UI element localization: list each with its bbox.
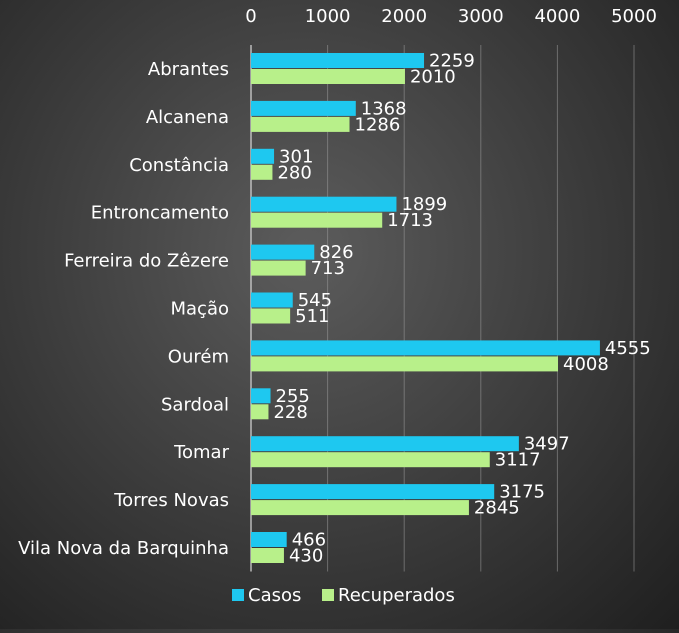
bar-recuperados bbox=[251, 452, 490, 468]
bar-casos bbox=[251, 292, 293, 308]
x-axis-ticks: 0 1000 2000 3000 4000 5000 bbox=[245, 6, 657, 27]
category-label: Abrantes bbox=[148, 59, 229, 80]
data-label: 301 bbox=[279, 146, 313, 167]
category-label: Alcanena bbox=[146, 107, 229, 128]
category-label: Ferreira do Zêzere bbox=[64, 251, 229, 272]
gridlines bbox=[250, 45, 635, 572]
category-label: Vila Nova da Barquinha bbox=[18, 538, 229, 559]
data-label: 3117 bbox=[495, 450, 541, 471]
data-label: 3497 bbox=[524, 434, 570, 455]
x-tick-label: 5000 bbox=[611, 6, 657, 27]
category-label: Mação bbox=[171, 299, 230, 320]
data-label: 228 bbox=[273, 402, 307, 423]
category-label: Entroncamento bbox=[91, 203, 229, 224]
bar-casos bbox=[251, 388, 271, 404]
data-label: 545 bbox=[298, 290, 332, 311]
data-label: 280 bbox=[277, 162, 311, 183]
bar-recuperados bbox=[251, 308, 291, 324]
bar-recuperados bbox=[251, 500, 469, 516]
bar-recuperados bbox=[251, 164, 273, 180]
bar-casos bbox=[251, 196, 397, 212]
data-label: 511 bbox=[295, 306, 329, 327]
x-tick-label: 2000 bbox=[381, 6, 427, 27]
data-label: 1368 bbox=[361, 98, 407, 119]
bar-recuperados bbox=[251, 212, 383, 228]
category-label: Ourém bbox=[168, 346, 229, 367]
bar-casos bbox=[251, 244, 315, 260]
data-label: 826 bbox=[319, 242, 353, 263]
data-label: 1286 bbox=[355, 114, 401, 135]
bar-recuperados bbox=[251, 356, 559, 372]
data-label: 2010 bbox=[410, 67, 456, 88]
bar-recuperados bbox=[251, 116, 350, 132]
bar-casos bbox=[251, 436, 519, 452]
x-tick-label: 1000 bbox=[305, 6, 351, 27]
bar-casos bbox=[251, 100, 356, 116]
category-labels: Abrantes Alcanena Constância Entroncamento F… bbox=[18, 59, 229, 559]
data-label: 3175 bbox=[499, 482, 545, 503]
data-label: 2845 bbox=[474, 498, 520, 519]
data-label: 4555 bbox=[605, 338, 651, 359]
bar-recuperados bbox=[251, 404, 269, 420]
bar-casos bbox=[251, 532, 287, 547]
category-label: Constância bbox=[129, 155, 229, 176]
data-label: 2259 bbox=[429, 51, 475, 72]
legend-swatch-recuperados bbox=[322, 589, 334, 601]
bar-recuperados bbox=[251, 548, 284, 563]
legend: Casos Recuperados bbox=[232, 585, 455, 606]
legend-swatch-casos bbox=[232, 589, 244, 601]
bar-recuperados bbox=[251, 69, 405, 84]
bar-casos bbox=[251, 484, 495, 500]
x-tick-label: 3000 bbox=[458, 6, 504, 27]
legend-label: Casos bbox=[248, 585, 301, 606]
bar-casos bbox=[251, 53, 425, 68]
bar-recuperados bbox=[251, 260, 306, 276]
category-label: Torres Novas bbox=[113, 490, 229, 511]
bar-casos bbox=[251, 148, 275, 164]
legend-label: Recuperados bbox=[338, 585, 455, 606]
data-label: 255 bbox=[276, 386, 310, 407]
data-label: 713 bbox=[311, 258, 345, 279]
data-label: 4008 bbox=[563, 354, 609, 375]
category-label: Sardoal bbox=[161, 394, 229, 415]
x-tick-label: 4000 bbox=[534, 6, 580, 27]
data-label: 1713 bbox=[387, 210, 433, 231]
category-label: Tomar bbox=[173, 442, 230, 463]
bar-casos bbox=[251, 340, 600, 356]
data-label: 1899 bbox=[401, 194, 447, 215]
x-tick-label: 0 bbox=[245, 6, 256, 27]
data-label: 466 bbox=[292, 530, 326, 551]
data-label: 430 bbox=[289, 546, 323, 567]
